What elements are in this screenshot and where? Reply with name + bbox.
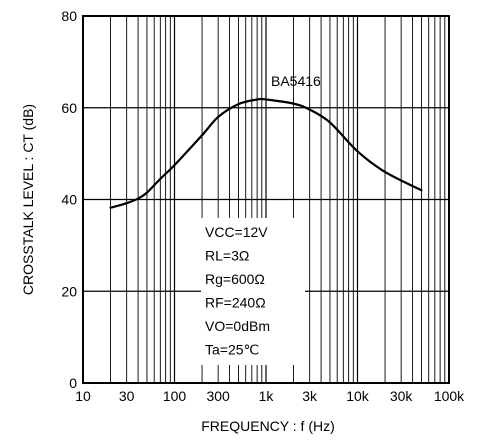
condition-vcc: VCC=12V (205, 224, 268, 240)
x-tick-label: 100k (434, 388, 465, 404)
x-tick-label: 10 (75, 388, 91, 404)
x-tick-label: 30 (119, 388, 135, 404)
series-line-ba5416 (109, 97, 423, 209)
x-tick-label: 10k (346, 388, 370, 404)
y-tick-label: 0 (69, 375, 77, 391)
x-tick-label: 300 (206, 388, 230, 404)
curve-layer (109, 97, 423, 209)
x-tick-label: 100 (163, 388, 187, 404)
x-axis-title: FREQUENCY : f (Hz) (201, 418, 335, 434)
conditions-box: VCC=12V RL=3Ω Rg=600Ω RF=240Ω VO=0dBm Ta… (201, 218, 305, 365)
x-tick-label: 30k (390, 388, 414, 404)
y-tick-label: 20 (61, 283, 77, 299)
condition-rf: RF=240Ω (205, 295, 266, 311)
x-tick-label: 1k (259, 388, 275, 404)
y-tick-label: 80 (61, 8, 77, 24)
condition-rl: RL=3Ω (205, 248, 249, 264)
y-axis-title: CROSSTALK LEVEL : CT (dB) (20, 104, 36, 295)
y-tick-label: 40 (61, 192, 77, 208)
condition-vo: VO=0dBm (205, 318, 270, 334)
y-tick-label: 60 (61, 100, 77, 116)
condition-ta: Ta=25℃ (205, 342, 259, 358)
series-label: BA5416 (271, 73, 321, 89)
tick-labels: 10 30 100 300 1k 3k 10k 30k 100k 0 20 40 60 80 (61, 8, 465, 404)
condition-rg: Rg=600Ω (205, 271, 265, 287)
conditions-background (201, 218, 305, 365)
x-tick-label: 3k (302, 388, 318, 404)
plot-frame (82, 15, 450, 384)
